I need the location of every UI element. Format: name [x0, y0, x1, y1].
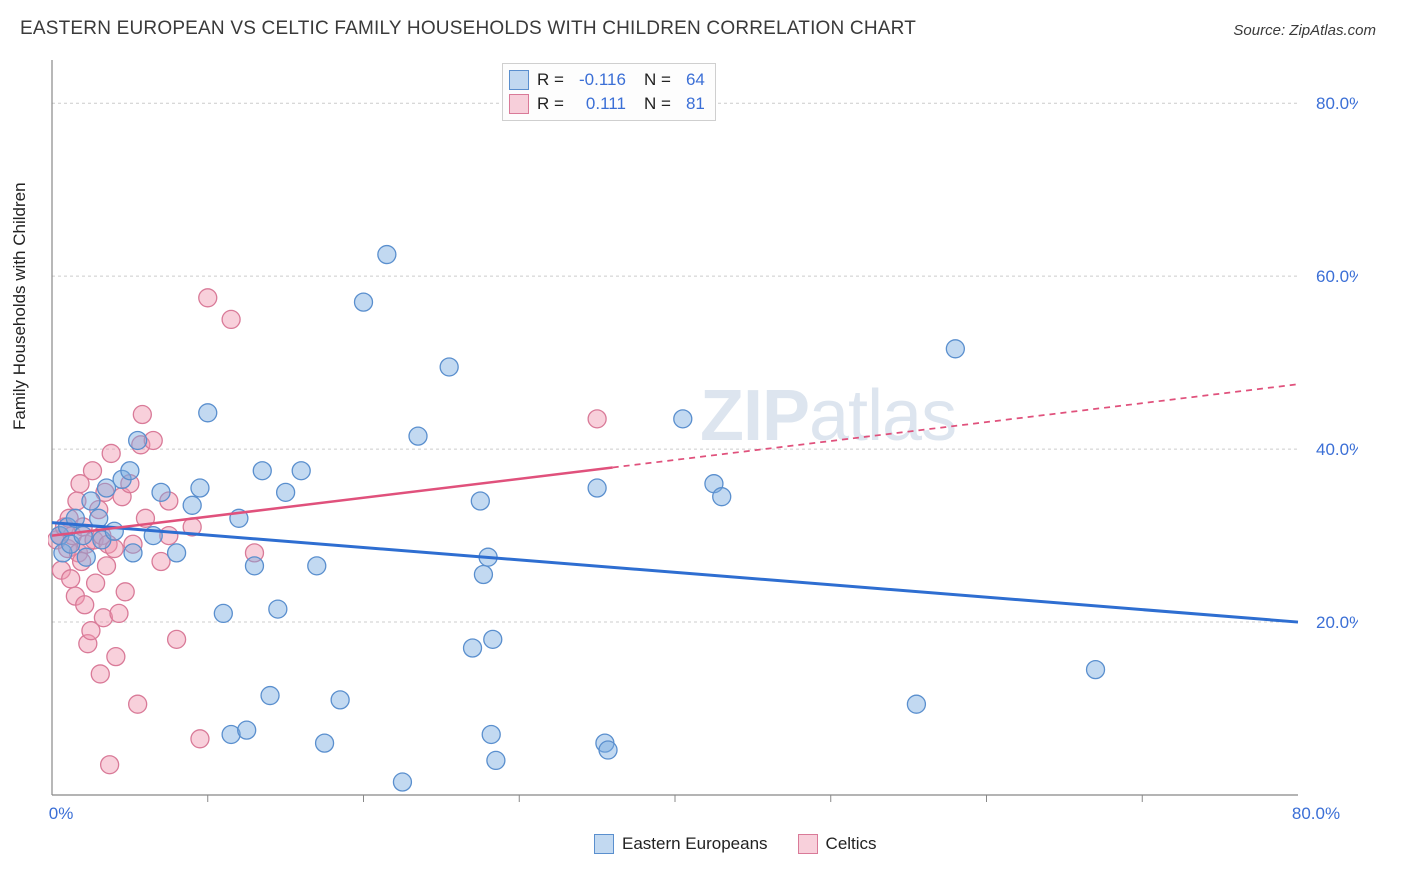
data-point: [199, 289, 217, 307]
y-tick-label: 80.0%: [1316, 94, 1358, 113]
data-point: [1087, 661, 1105, 679]
n-label: N =: [644, 68, 671, 92]
source-name: ZipAtlas.com: [1289, 22, 1376, 39]
data-point: [98, 557, 116, 575]
y-tick-label: 40.0%: [1316, 440, 1358, 459]
r-value: 0.111: [572, 92, 626, 116]
data-point: [393, 773, 411, 791]
legend-swatch: [594, 834, 614, 854]
data-point: [222, 310, 240, 328]
data-point: [482, 725, 500, 743]
data-point: [464, 639, 482, 657]
data-point: [277, 483, 295, 501]
data-point: [471, 492, 489, 510]
n-value: 81: [679, 92, 705, 116]
r-label: R =: [537, 92, 564, 116]
data-point: [83, 462, 101, 480]
data-point: [674, 410, 692, 428]
data-point: [355, 293, 373, 311]
data-point: [133, 406, 151, 424]
data-point: [261, 687, 279, 705]
legend-swatch: [798, 834, 818, 854]
data-point: [253, 462, 271, 480]
legend-label: Celtics: [826, 834, 877, 854]
data-point: [107, 648, 125, 666]
trend-line-dashed: [613, 384, 1298, 467]
data-point: [168, 544, 186, 562]
x-max-label: 80.0%: [1292, 804, 1340, 823]
data-point: [62, 570, 80, 588]
data-point: [105, 522, 123, 540]
data-point: [129, 431, 147, 449]
r-label: R =: [537, 68, 564, 92]
data-point: [907, 695, 925, 713]
data-point: [238, 721, 256, 739]
data-point: [183, 496, 201, 514]
data-point: [269, 600, 287, 618]
data-point: [487, 751, 505, 769]
data-point: [588, 479, 606, 497]
data-point: [214, 604, 232, 622]
data-point: [129, 695, 147, 713]
x-origin-label: 0.0%: [48, 804, 73, 823]
trend-line-solid: [52, 523, 1298, 622]
legend-label: Eastern Europeans: [622, 834, 768, 854]
data-point: [110, 604, 128, 622]
data-point: [331, 691, 349, 709]
data-point: [409, 427, 427, 445]
data-point: [713, 488, 731, 506]
data-point: [191, 479, 209, 497]
data-point: [121, 462, 139, 480]
data-point: [152, 483, 170, 501]
data-point: [76, 596, 94, 614]
data-point: [440, 358, 458, 376]
data-point: [199, 404, 217, 422]
y-axis-label: Family Households with Children: [10, 182, 30, 430]
legend-item: Eastern Europeans: [594, 834, 768, 854]
data-point: [168, 630, 186, 648]
scatter-chart-svg: 20.0% 40.0% 60.0% 80.0% 0.0% 80.0%: [48, 55, 1358, 825]
data-point: [82, 492, 100, 510]
data-point: [308, 557, 326, 575]
n-value: 64: [679, 68, 705, 92]
data-point: [599, 741, 617, 759]
data-point: [91, 665, 109, 683]
n-label: N =: [644, 92, 671, 116]
legend-item: Celtics: [798, 834, 877, 854]
data-point: [484, 630, 502, 648]
data-point: [245, 557, 263, 575]
source-prefix: Source:: [1233, 22, 1289, 39]
data-point: [474, 566, 492, 584]
data-point: [191, 730, 209, 748]
data-point: [87, 574, 105, 592]
data-point: [292, 462, 310, 480]
data-point: [378, 246, 396, 264]
source-attribution: Source: ZipAtlas.com: [1233, 22, 1376, 39]
data-point: [102, 444, 120, 462]
stats-row: R = 0.111 N = 81: [509, 92, 705, 116]
data-point: [946, 340, 964, 358]
stats-swatch: [509, 70, 529, 90]
chart-area: 20.0% 40.0% 60.0% 80.0% 0.0% 80.0%: [48, 55, 1358, 825]
legend: Eastern Europeans Celtics: [594, 834, 877, 854]
data-point: [316, 734, 334, 752]
stats-row: R = -0.116 N = 64: [509, 68, 705, 92]
data-point: [588, 410, 606, 428]
data-point: [101, 756, 119, 774]
data-point: [116, 583, 134, 601]
y-tick-label: 60.0%: [1316, 267, 1358, 286]
correlation-stats-box: R = -0.116 N = 64 R = 0.111 N = 81: [502, 63, 716, 121]
data-point: [124, 544, 142, 562]
data-point: [77, 548, 95, 566]
r-value: -0.116: [572, 68, 626, 92]
data-point: [74, 527, 92, 545]
chart-title: EASTERN EUROPEAN VS CELTIC FAMILY HOUSEH…: [20, 18, 916, 40]
y-tick-label: 20.0%: [1316, 613, 1358, 632]
stats-swatch: [509, 94, 529, 114]
